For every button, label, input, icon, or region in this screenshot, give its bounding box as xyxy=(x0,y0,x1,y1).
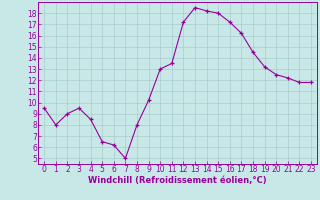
X-axis label: Windchill (Refroidissement éolien,°C): Windchill (Refroidissement éolien,°C) xyxy=(88,176,267,185)
